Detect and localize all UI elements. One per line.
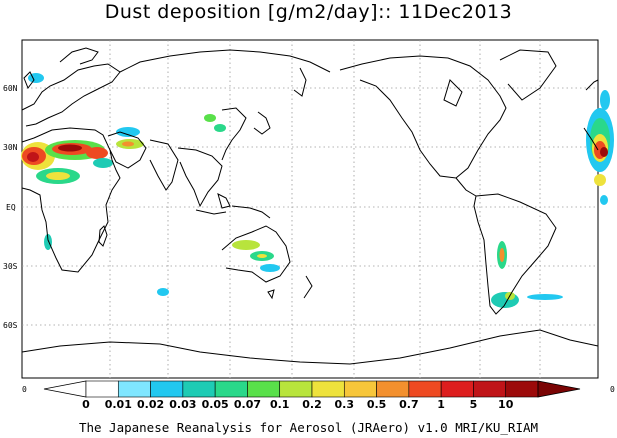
- colorbar-cell: [214, 380, 248, 398]
- colorbar-level-label: 0.5: [367, 398, 387, 411]
- colorbar-cell: [182, 380, 216, 398]
- graticule: [22, 40, 598, 378]
- colorbar-cells: [85, 380, 539, 398]
- colorbar-level-label: 0.02: [137, 398, 164, 411]
- colorbar-cell: [247, 380, 281, 398]
- colorbar-edge-left: 0: [22, 385, 27, 394]
- colorbar-cell: [440, 380, 474, 398]
- colorbar-level-label: 1: [437, 398, 445, 411]
- colorbar-level-label: 0.2: [302, 398, 322, 411]
- colorbar-level-label: 10: [498, 398, 514, 411]
- colorbar-cell: [150, 380, 184, 398]
- coastlines: [21, 47, 599, 365]
- lat-label-30s: 30S: [3, 262, 18, 271]
- colorbar-under-arrow: [43, 380, 87, 398]
- footer-credit: The Japanese Reanalysis for Aerosol (JRA…: [78, 420, 539, 435]
- colorbar-level-label: 0.01: [105, 398, 132, 411]
- colorbar-cell: [85, 380, 119, 398]
- colorbar-edge-right: 0: [610, 385, 615, 394]
- colorbar-cell: [505, 380, 539, 398]
- map-frame: [21, 39, 599, 379]
- colorbar-over-arrow: [537, 380, 581, 398]
- colorbar-cell: [473, 380, 507, 398]
- dust-fields: [21, 73, 614, 308]
- latitude-labels: 60N 30N EQ 30S 60S: [3, 84, 18, 330]
- lat-label-60s: 60S: [3, 321, 18, 330]
- colorbar-level-label: 0.05: [202, 398, 229, 411]
- colorbar-cell: [408, 380, 442, 398]
- colorbar-level-label: 5: [470, 398, 478, 411]
- colorbar-level-label: 0: [82, 398, 90, 411]
- colorbar-cell: [376, 380, 410, 398]
- colorbar-cell: [311, 380, 345, 398]
- lat-label-60n: 60N: [3, 84, 18, 93]
- colorbar-level-label: 0.1: [270, 398, 290, 411]
- colorbar-level-label: 0.3: [335, 398, 355, 411]
- colorbar-cell: [279, 380, 313, 398]
- colorbar-cell: [343, 380, 377, 398]
- colorbar-cell: [117, 380, 151, 398]
- colorbar: 0 0 0 0.01 0.02 0.03 0.05 0.07 0.1 0.2 0.3 0.5 0.7…: [22, 380, 615, 411]
- colorbar-level-label: 0.7: [399, 398, 419, 411]
- map-title: Dust deposition [g/m2/day]:: 11Dec2013: [104, 1, 513, 23]
- lat-label-30n: 30N: [3, 143, 18, 152]
- colorbar-labels: 0 0.01 0.02 0.03 0.05 0.07 0.1 0.2 0.3 0.5 0.7 1 5 10: [82, 398, 514, 411]
- colorbar-level-label: 0.03: [169, 398, 196, 411]
- lat-label-eq: EQ: [6, 203, 16, 212]
- colorbar-level-label: 0.07: [234, 398, 261, 411]
